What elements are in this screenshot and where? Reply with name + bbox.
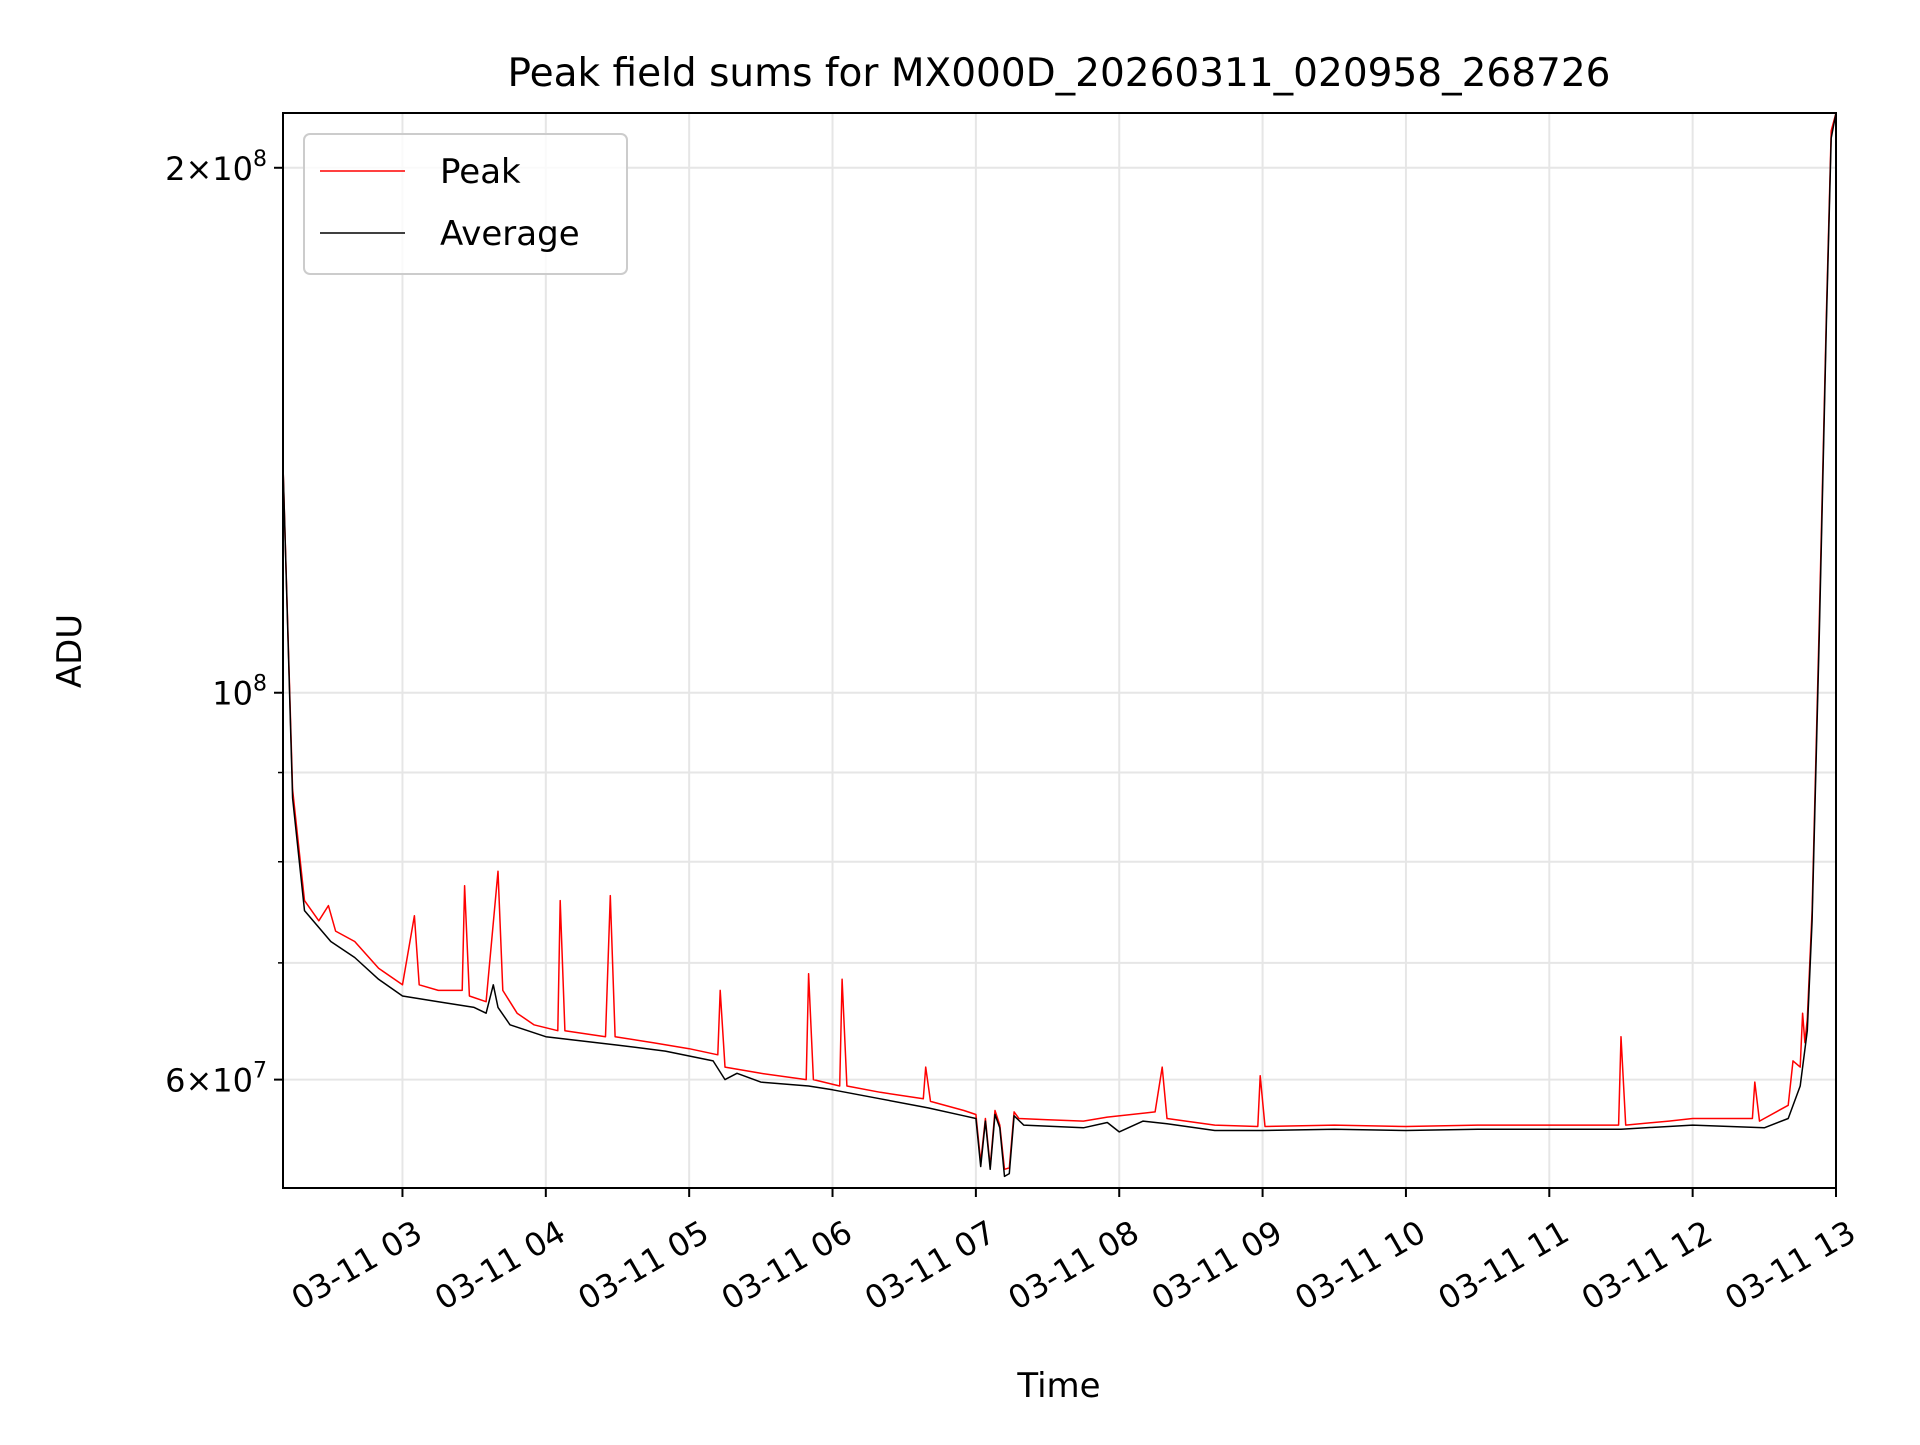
y-tick-label: 2×108 <box>165 147 267 188</box>
y-tick-label: 6×107 <box>165 1059 267 1100</box>
series-layer <box>283 113 1836 1178</box>
legend-label-average: Average <box>440 214 580 254</box>
chart-title: Peak field sums for MX000D_20260311_0209… <box>508 51 1611 96</box>
legend-box <box>303 133 628 275</box>
y-tick-label: 108 <box>212 672 267 713</box>
y-axis: 6×107 108 2×108 <box>165 147 283 1100</box>
legend: Peak Average <box>303 133 628 275</box>
series-line-peak <box>283 113 1836 1171</box>
series-line-average <box>283 113 1836 1178</box>
x-axis-label: Time <box>1016 1366 1100 1406</box>
legend-label-peak: Peak <box>440 152 521 192</box>
y-axis-label: ADU <box>50 614 90 688</box>
plot-frame <box>282 112 1837 1189</box>
